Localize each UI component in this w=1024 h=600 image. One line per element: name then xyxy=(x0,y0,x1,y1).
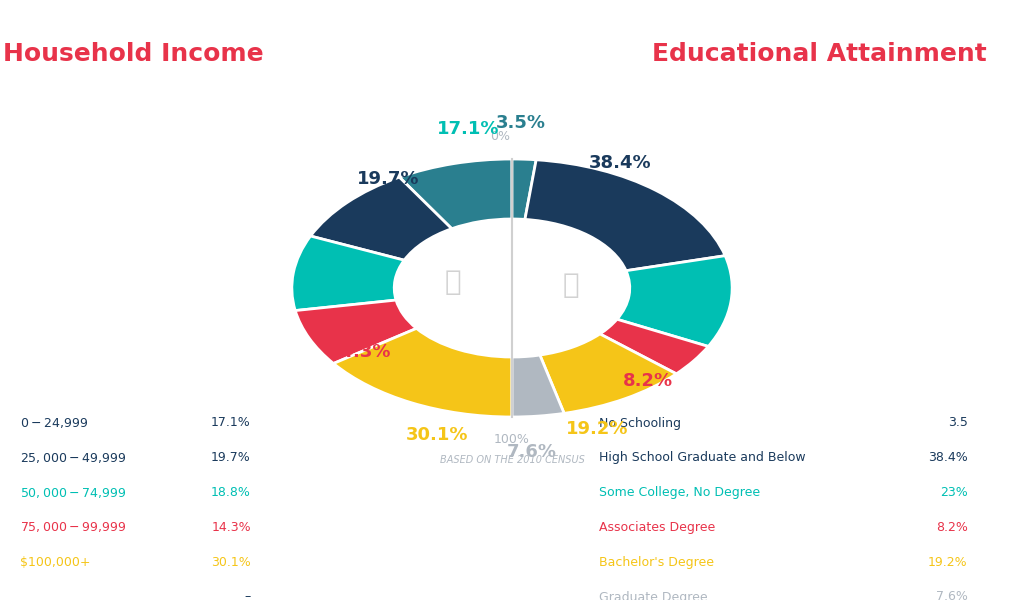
Text: 38.4%: 38.4% xyxy=(589,154,651,172)
Text: 19.2%: 19.2% xyxy=(928,556,968,569)
Wedge shape xyxy=(334,328,512,417)
Wedge shape xyxy=(512,355,564,417)
Text: 18.8%: 18.8% xyxy=(211,486,251,499)
Text: No Schooling: No Schooling xyxy=(599,416,681,430)
Text: Graduate Degree: Graduate Degree xyxy=(599,590,708,600)
Wedge shape xyxy=(399,159,512,229)
Text: Educational Attainment: Educational Attainment xyxy=(652,42,986,66)
Wedge shape xyxy=(540,334,676,413)
Wedge shape xyxy=(310,177,452,260)
Wedge shape xyxy=(295,300,417,364)
Wedge shape xyxy=(617,256,732,346)
Text: $100,000+: $100,000+ xyxy=(20,556,91,569)
Wedge shape xyxy=(512,159,537,220)
Wedge shape xyxy=(525,160,725,271)
Text: 0%: 0% xyxy=(489,130,510,143)
Text: $50,000-$74,999: $50,000-$74,999 xyxy=(20,485,127,500)
Text: 19.2%: 19.2% xyxy=(565,421,628,439)
Text: Associates Degree: Associates Degree xyxy=(599,521,716,534)
Text: 23%: 23% xyxy=(940,486,968,499)
Text: Some College, No Degree: Some College, No Degree xyxy=(599,486,760,499)
Text: 19.7%: 19.7% xyxy=(211,451,251,464)
Text: 3.5: 3.5 xyxy=(948,416,968,430)
Text: 8.2%: 8.2% xyxy=(936,521,968,534)
Wedge shape xyxy=(292,236,404,311)
Text: 7.6%: 7.6% xyxy=(507,443,557,461)
Text: $75,000-$99,999: $75,000-$99,999 xyxy=(20,520,127,535)
Text: –: – xyxy=(245,590,251,600)
Text: Bachelor's Degree: Bachelor's Degree xyxy=(599,556,714,569)
Text: 17.1%: 17.1% xyxy=(211,416,251,430)
Text: $25,000-$49,999: $25,000-$49,999 xyxy=(20,451,127,465)
Text: 38.4%: 38.4% xyxy=(928,451,968,464)
Text: BASED ON THE 2010 CENSUS: BASED ON THE 2010 CENSUS xyxy=(439,455,585,465)
Text: High School Graduate and Below: High School Graduate and Below xyxy=(599,451,806,464)
Text: 100%: 100% xyxy=(494,433,530,446)
Text: 30.1%: 30.1% xyxy=(406,426,468,444)
Text: 18.8%: 18.8% xyxy=(316,259,380,277)
Text: 30.1%: 30.1% xyxy=(211,556,251,569)
Text: 14.3%: 14.3% xyxy=(211,521,251,534)
Wedge shape xyxy=(600,319,709,374)
Text: 3.5%: 3.5% xyxy=(496,114,546,132)
Circle shape xyxy=(394,219,630,357)
Text: 23%: 23% xyxy=(654,297,697,315)
Text: 💵: 💵 xyxy=(444,268,462,296)
Text: $0-$24,999: $0-$24,999 xyxy=(20,416,88,430)
Text: 14.3%: 14.3% xyxy=(329,343,391,361)
Text: 17.1%: 17.1% xyxy=(437,120,500,138)
Text: 7.6%: 7.6% xyxy=(936,590,968,600)
Text: Household Income: Household Income xyxy=(3,42,263,66)
Text: 8.2%: 8.2% xyxy=(624,372,674,390)
Text: 19.7%: 19.7% xyxy=(357,170,420,188)
Text: 🎓: 🎓 xyxy=(562,271,580,299)
